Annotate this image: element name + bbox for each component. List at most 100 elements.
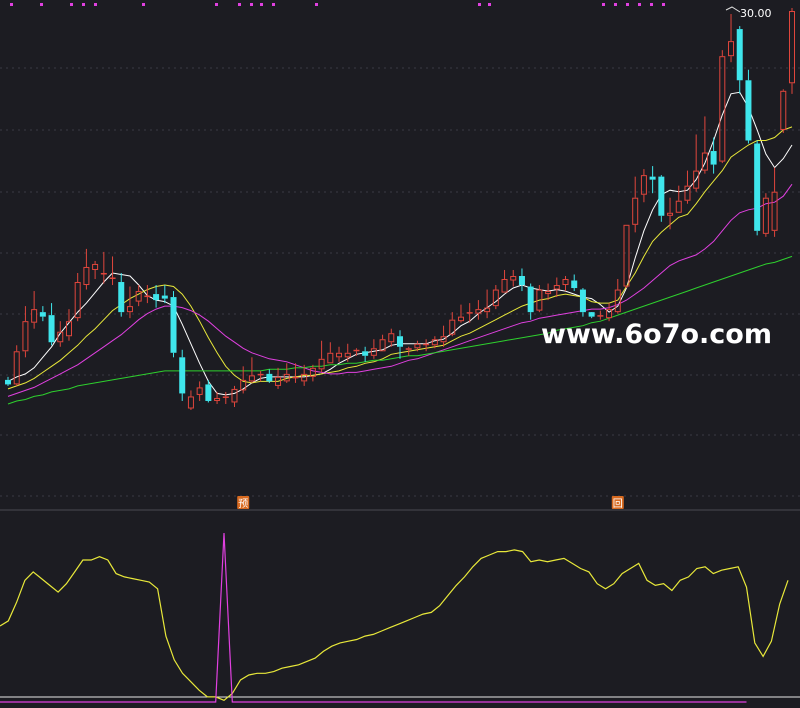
top-signal-dot xyxy=(626,3,629,6)
candle-body xyxy=(196,387,203,395)
candle xyxy=(135,285,142,307)
candle xyxy=(684,170,691,204)
candle-body xyxy=(649,176,656,180)
candle-body xyxy=(789,11,795,84)
candle-body xyxy=(701,152,708,171)
candle xyxy=(632,176,639,233)
candle xyxy=(431,336,438,349)
candle-body xyxy=(405,348,412,350)
candle xyxy=(736,26,743,94)
max-price-label: 30.00 xyxy=(740,7,772,20)
candle-body xyxy=(248,375,255,382)
top-signal-dot xyxy=(94,3,97,6)
candle xyxy=(161,285,168,304)
candle xyxy=(187,390,194,410)
top-signal-dot xyxy=(614,3,617,6)
candle-body xyxy=(318,358,325,370)
candle-body xyxy=(449,319,456,335)
candle-body xyxy=(545,291,552,295)
candle-body xyxy=(440,336,447,343)
candle-body xyxy=(588,312,595,317)
candle xyxy=(39,306,46,322)
oscillator-line xyxy=(0,532,747,703)
candle-body xyxy=(754,143,761,231)
candle xyxy=(789,8,795,94)
candle xyxy=(327,342,334,364)
candle xyxy=(492,285,499,310)
candle xyxy=(518,268,525,292)
candle xyxy=(667,197,674,230)
candle-body xyxy=(39,312,46,317)
candle-body xyxy=(762,197,769,234)
candle-body xyxy=(606,309,613,319)
candle-body xyxy=(266,373,273,382)
candle xyxy=(754,140,761,236)
candle xyxy=(527,283,534,320)
top-signal-dot xyxy=(260,3,263,6)
candle xyxy=(309,364,316,382)
candle xyxy=(466,303,473,323)
candle xyxy=(405,346,412,356)
candle-body xyxy=(31,309,38,323)
candle-body xyxy=(745,80,752,141)
candle xyxy=(266,369,273,383)
candle xyxy=(562,276,569,292)
candle-body xyxy=(536,289,543,311)
top-signal-dot xyxy=(315,3,318,6)
candle xyxy=(475,300,482,320)
candle xyxy=(92,260,99,280)
signal-marker-box xyxy=(237,496,250,509)
candle-body xyxy=(658,176,665,216)
candle-body xyxy=(623,224,630,287)
candle-body xyxy=(771,191,778,231)
candle-body xyxy=(388,333,395,343)
top-signal-dot xyxy=(650,3,653,6)
candle xyxy=(693,134,700,192)
top-signal-dot xyxy=(70,3,73,6)
candle xyxy=(588,312,595,319)
candle-body xyxy=(170,297,177,353)
candle xyxy=(283,363,290,383)
top-signal-dots xyxy=(10,3,665,6)
candle xyxy=(240,366,247,394)
candle-body xyxy=(187,396,194,409)
candle xyxy=(536,285,543,313)
candle-body xyxy=(309,367,316,377)
candle-body xyxy=(684,185,691,201)
candle-body xyxy=(667,212,674,216)
candle-body xyxy=(292,376,299,379)
candle-body xyxy=(109,277,116,280)
candle xyxy=(440,325,447,347)
candle xyxy=(510,269,517,287)
candle xyxy=(170,291,177,358)
candle-body xyxy=(327,352,334,364)
candle xyxy=(728,14,735,63)
candle-body xyxy=(161,295,168,299)
candle xyxy=(579,288,586,317)
signal-markers: 预回 xyxy=(237,496,624,510)
top-signal-dot xyxy=(10,3,13,6)
candle xyxy=(214,391,221,404)
candle-body xyxy=(693,170,700,189)
moving-average-line xyxy=(7,183,793,397)
signal-marker-box xyxy=(611,496,624,509)
candle-body xyxy=(457,316,464,322)
signal-marker: 预 xyxy=(237,496,250,510)
candle xyxy=(545,283,552,301)
candle-body xyxy=(135,291,142,302)
candle-body xyxy=(100,272,107,275)
candle-body xyxy=(353,349,360,352)
candle-body xyxy=(475,309,482,314)
candle-body xyxy=(205,384,212,401)
candle xyxy=(649,166,656,194)
candle xyxy=(275,367,282,389)
top-signal-dot xyxy=(638,3,641,6)
candle-body xyxy=(240,379,247,391)
candle-body xyxy=(571,280,578,289)
candle-body xyxy=(179,357,186,394)
candle xyxy=(623,224,630,289)
candle xyxy=(710,137,717,174)
candle xyxy=(423,339,430,352)
max-price-annotation: 30.00 xyxy=(725,6,772,20)
